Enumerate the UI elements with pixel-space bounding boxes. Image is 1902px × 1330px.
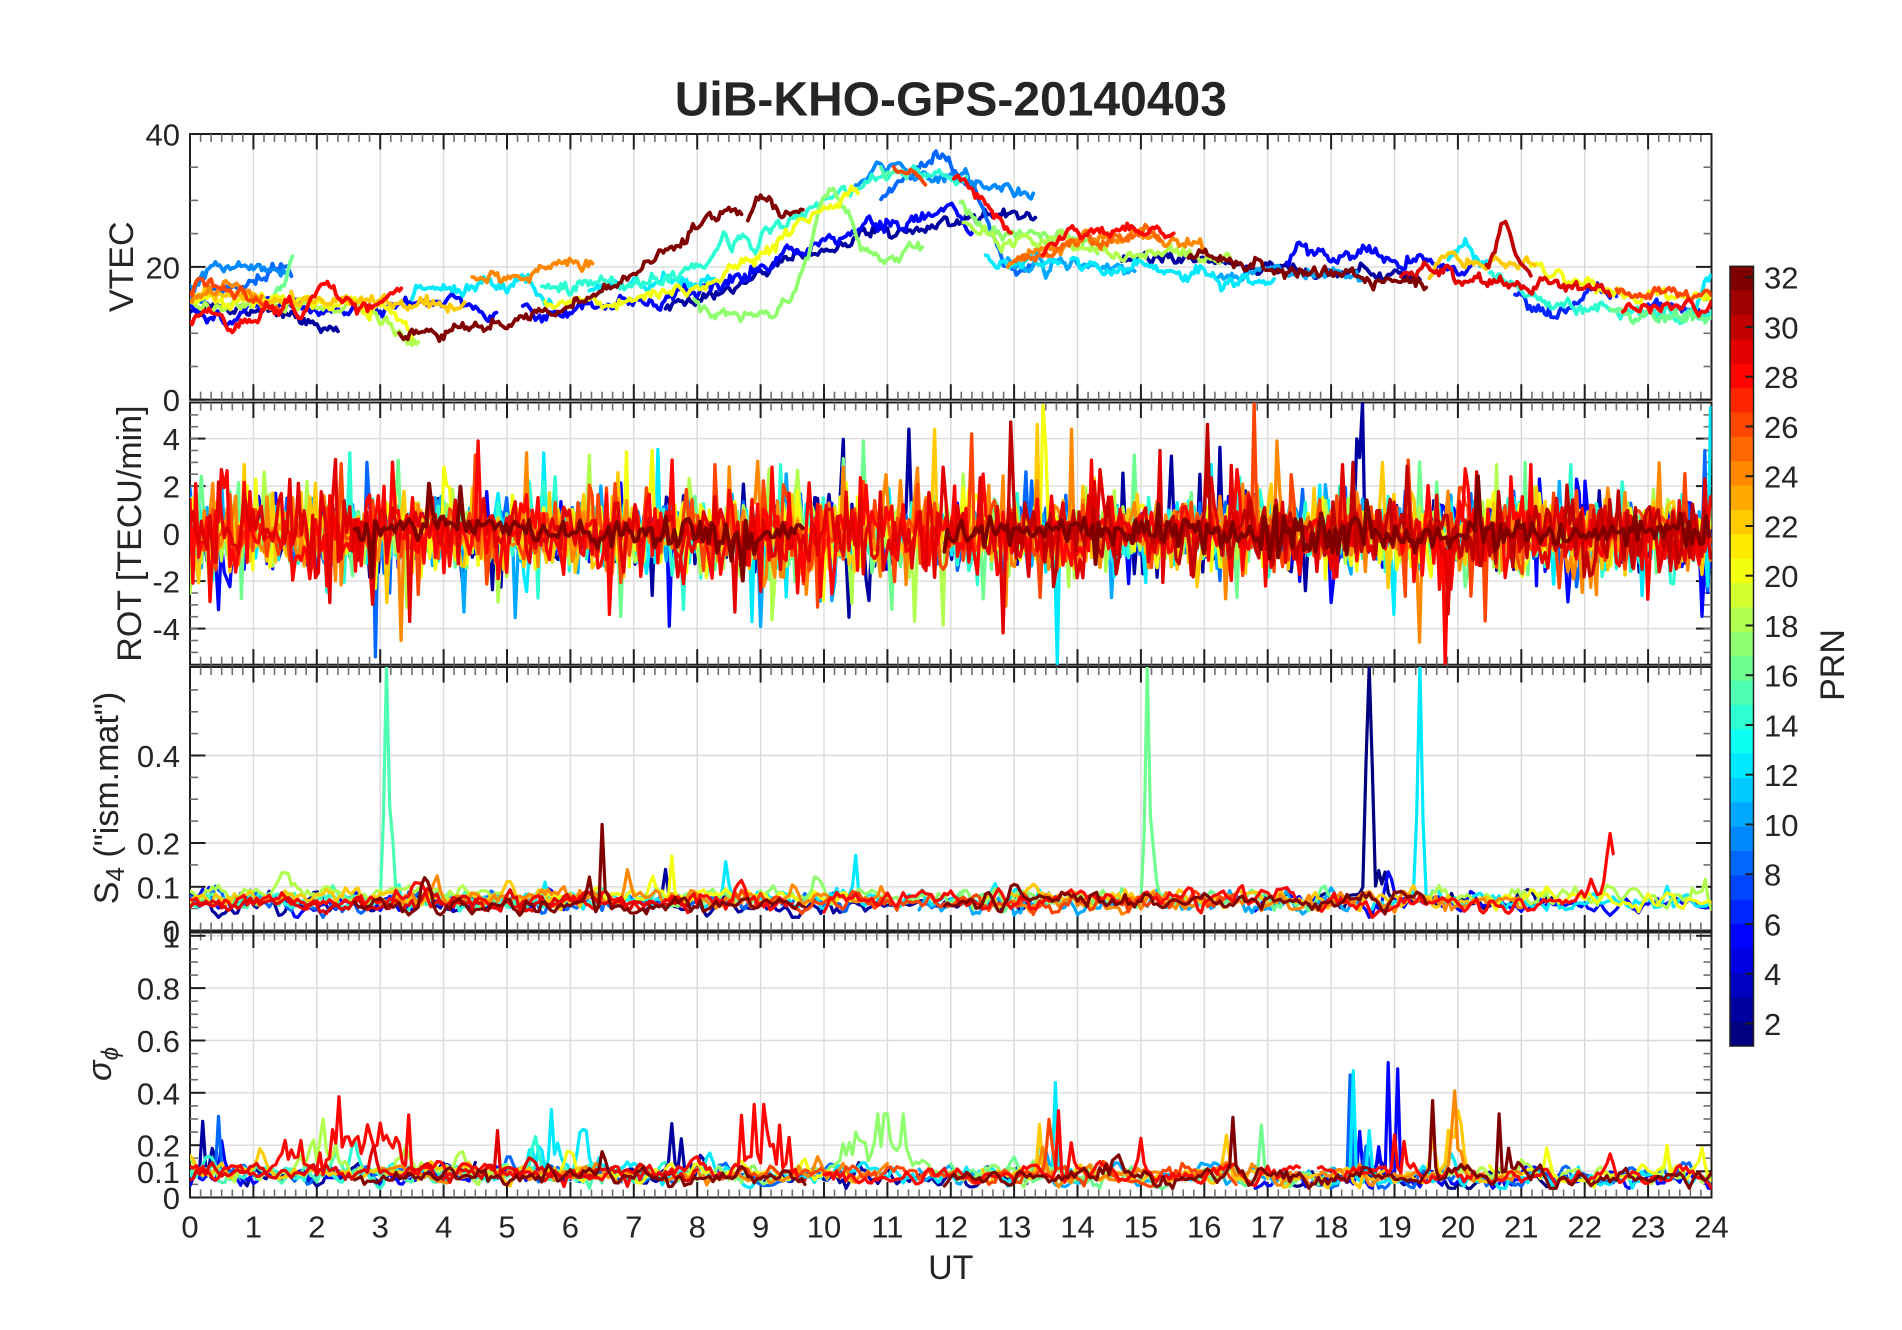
svg-text:0.1: 0.1 [137,870,180,905]
svg-text:UiB-KHO-GPS-20140403: UiB-KHO-GPS-20140403 [675,74,1227,127]
svg-text:S4 ("ism.mat"): S4 ("ism.mat") [88,692,130,904]
svg-text:16: 16 [1187,1210,1221,1245]
svg-text:0: 0 [163,1181,180,1216]
svg-text:0.8: 0.8 [137,972,180,1007]
svg-text:22: 22 [1764,510,1798,545]
svg-text:19: 19 [1377,1210,1411,1245]
svg-text:6: 6 [1764,908,1781,943]
svg-text:18: 18 [1764,609,1798,644]
svg-text:-2: -2 [152,565,180,600]
svg-text:ROT [TECU/min]: ROT [TECU/min] [111,405,149,661]
svg-text:UT: UT [928,1249,973,1287]
svg-text:3: 3 [372,1210,389,1245]
svg-text:10: 10 [807,1210,841,1245]
svg-text:0: 0 [163,383,180,418]
svg-text:0.4: 0.4 [137,739,180,774]
svg-text:0.1: 0.1 [137,1155,180,1190]
svg-text:0.2: 0.2 [137,1129,180,1164]
svg-text:17: 17 [1250,1210,1284,1245]
svg-text:0: 0 [181,1210,198,1245]
svg-text:0.2: 0.2 [137,827,180,862]
svg-text:2: 2 [308,1210,325,1245]
svg-text:15: 15 [1124,1210,1158,1245]
svg-text:24: 24 [1764,460,1798,495]
svg-text:0: 0 [163,517,180,552]
svg-text:20: 20 [146,250,180,285]
svg-text:12: 12 [1764,758,1798,793]
svg-text:σϕ: σϕ [81,1047,124,1081]
svg-text:10: 10 [1764,808,1798,843]
svg-text:16: 16 [1764,659,1798,694]
svg-text:22: 22 [1567,1210,1601,1245]
svg-text:30: 30 [1764,311,1798,346]
svg-text:7: 7 [625,1210,642,1245]
svg-text:2: 2 [163,470,180,505]
svg-text:2: 2 [1764,1007,1781,1042]
svg-text:14: 14 [1060,1210,1094,1245]
svg-text:40: 40 [146,118,180,153]
svg-text:-4: -4 [152,612,180,647]
svg-text:6: 6 [562,1210,579,1245]
svg-text:4: 4 [1764,957,1781,992]
svg-text:32: 32 [1764,261,1798,296]
svg-text:0: 0 [163,914,180,949]
svg-text:5: 5 [498,1210,515,1245]
svg-text:0.6: 0.6 [137,1024,180,1059]
svg-text:24: 24 [1694,1210,1728,1245]
svg-text:4: 4 [163,422,180,457]
svg-text:0.4: 0.4 [137,1076,180,1111]
svg-text:1: 1 [163,919,180,954]
svg-text:28: 28 [1764,360,1798,395]
svg-text:8: 8 [1764,858,1781,893]
svg-text:21: 21 [1504,1210,1538,1245]
svg-text:23: 23 [1631,1210,1665,1245]
svg-text:PRN: PRN [1814,629,1852,701]
svg-text:12: 12 [934,1210,968,1245]
svg-text:11: 11 [871,1210,903,1245]
svg-text:20: 20 [1764,559,1798,594]
svg-text:26: 26 [1764,410,1798,445]
svg-text:20: 20 [1441,1210,1475,1245]
svg-text:8: 8 [689,1210,706,1245]
svg-text:4: 4 [435,1210,452,1245]
svg-text:9: 9 [752,1210,769,1245]
svg-text:13: 13 [997,1210,1031,1245]
svg-text:14: 14 [1764,709,1798,744]
svg-text:18: 18 [1314,1210,1348,1245]
svg-text:VTEC: VTEC [103,221,141,312]
svg-text:1: 1 [245,1210,262,1245]
